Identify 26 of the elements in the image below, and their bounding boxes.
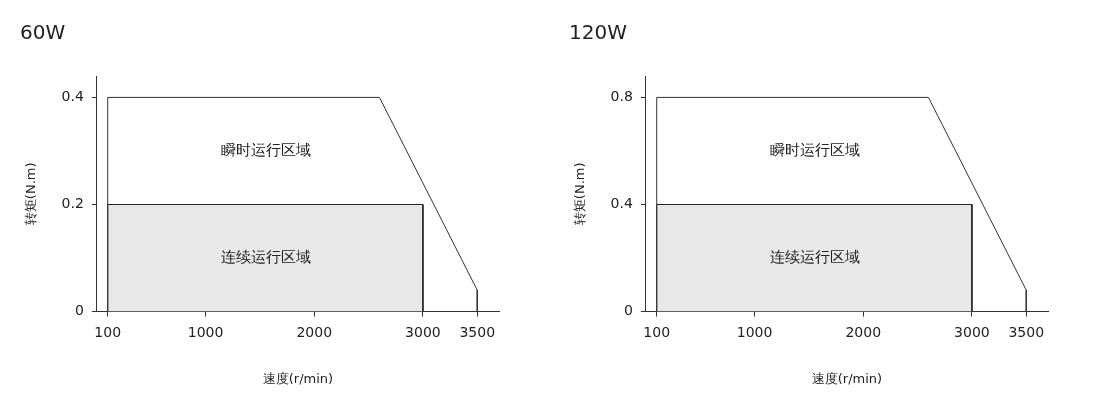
x-tick-label: 2000 (296, 323, 333, 340)
x-tick-label: 3500 (1008, 323, 1045, 340)
x-tick-label: 3500 (459, 323, 496, 340)
annotation: 连续运行区域 (769, 247, 860, 266)
x-tick-label: 3000 (405, 323, 441, 340)
x-tick-label: 1000 (187, 323, 224, 340)
x-tick-label: 1000 (736, 323, 773, 340)
x-tick-label: 3000 (954, 323, 990, 340)
y-axis-title: 转矩(N.m) (572, 162, 588, 226)
x-tick-label: 2000 (845, 323, 882, 340)
x-tick-label: 100 (643, 323, 671, 340)
y-tick-label: 0.8 (610, 88, 633, 105)
annotation: 连续运行区域 (220, 247, 311, 266)
y-tick-label: 0 (623, 302, 633, 319)
y-axis-title: 转矩(N.m) (23, 162, 39, 226)
annotation: 瞬时运行区域 (220, 140, 311, 159)
chart-title: 120W (569, 20, 628, 45)
chart-title: 60W (20, 20, 66, 45)
x-axis-title: 速度(r/min) (811, 370, 883, 386)
x-axis-title: 速度(r/min) (262, 370, 334, 386)
y-tick-label: 0.2 (61, 195, 84, 212)
y-tick-label: 0.4 (610, 195, 633, 212)
x-tick-label: 100 (94, 323, 122, 340)
annotation: 瞬时运行区域 (769, 140, 860, 159)
y-tick-label: 0 (74, 302, 84, 319)
y-tick-label: 0.4 (61, 88, 84, 105)
